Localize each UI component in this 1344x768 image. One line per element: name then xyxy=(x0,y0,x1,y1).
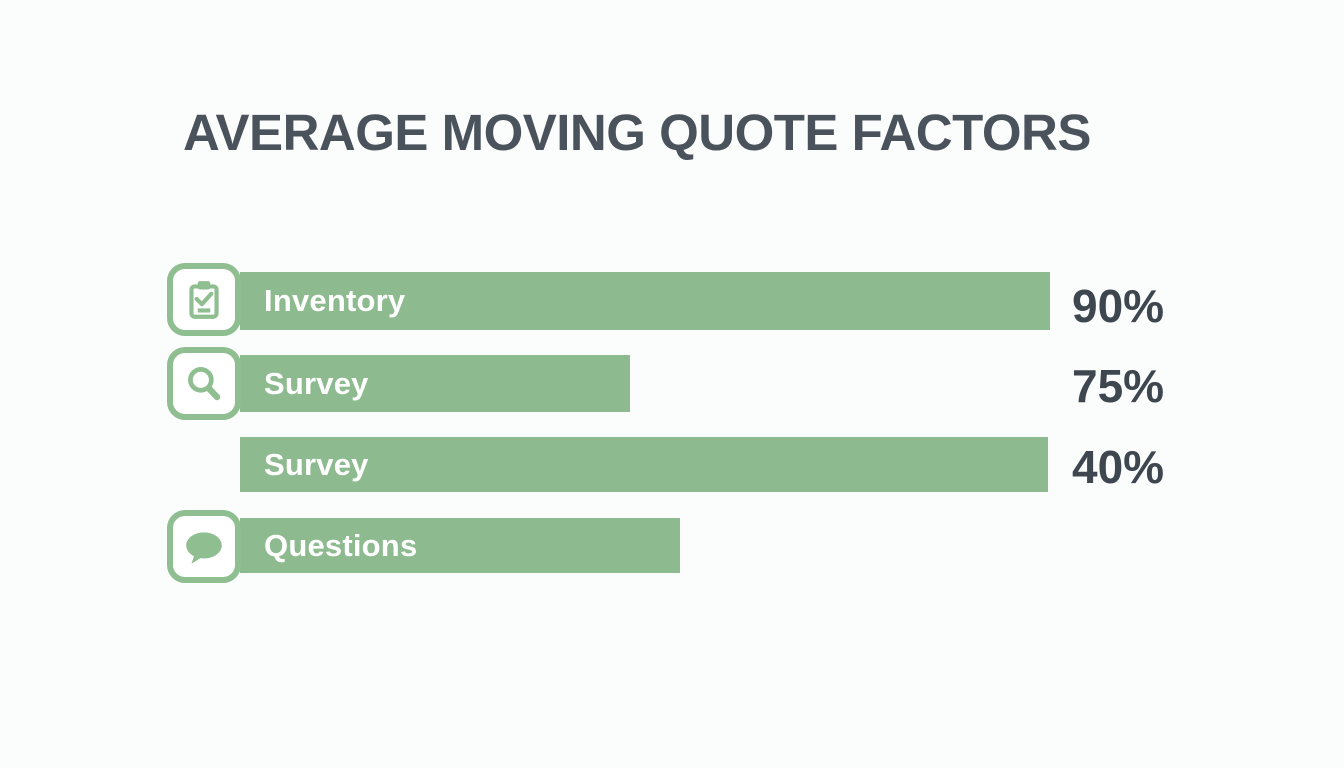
value-label-survey-1: 75% xyxy=(1072,360,1165,412)
search-glyph xyxy=(188,366,221,400)
value-label-inventory: 90% xyxy=(1072,280,1165,332)
bar-label-inventory: Inventory xyxy=(264,283,406,318)
clipboard-check-icon xyxy=(167,263,241,336)
bar-survey-2: Survey xyxy=(240,437,1048,492)
bar-questions: Questions xyxy=(240,518,680,573)
value-label-survey-2: 40% xyxy=(1072,441,1165,493)
speech-bubble-glyph xyxy=(186,531,222,564)
search-icon xyxy=(167,347,241,420)
clipboard-check-glyph xyxy=(189,280,219,319)
speech-bubble-icon xyxy=(167,510,241,583)
bar-survey-1: Survey xyxy=(240,355,630,412)
page-title: AVERAGE MOVING QUOTE FACTORS xyxy=(183,104,1091,161)
bar-label-questions: Questions xyxy=(264,527,418,563)
bar-inventory: Inventory xyxy=(240,272,1050,330)
bar-label-survey-2: Survey xyxy=(264,446,369,482)
bar-label-survey-1: Survey xyxy=(264,365,369,401)
